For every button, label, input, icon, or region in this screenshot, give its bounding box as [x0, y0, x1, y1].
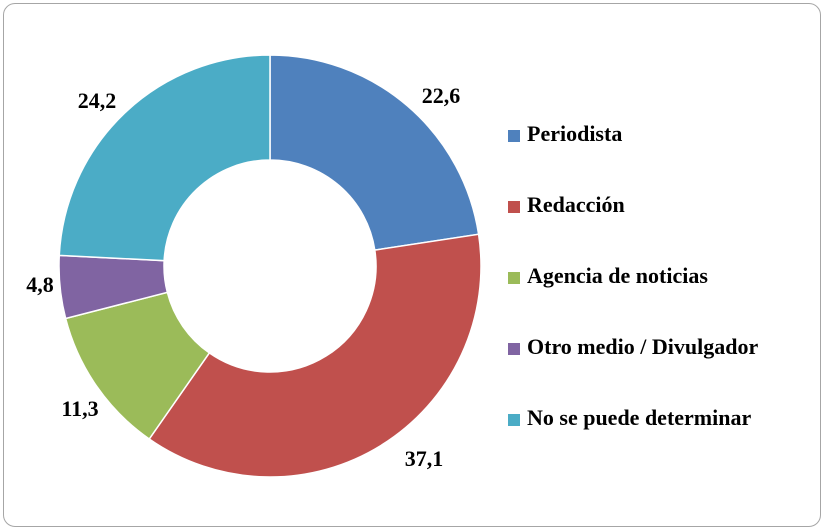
data-label-3: 11,3: [61, 396, 98, 421]
legend-label-2: Redacción: [527, 192, 625, 217]
data-label-4: 4,8: [26, 272, 54, 297]
donut-slice-2: [148, 233, 482, 478]
donut-slice-1: [269, 54, 480, 251]
data-label-2: 37,1: [405, 446, 444, 471]
legend-label-3: Agencia de noticias: [527, 263, 708, 288]
legend-swatch-3: [508, 272, 520, 284]
legend: Periodista Redacción Agencia de noticias Ot…: [508, 121, 758, 430]
legend-swatch-4: [508, 343, 520, 355]
legend-swatch-1: [508, 130, 520, 142]
legend-swatch-5: [508, 414, 520, 426]
donut-slices: [58, 54, 482, 478]
legend-label-5: No se puede determinar: [527, 405, 751, 430]
legend-label-1: Periodista: [527, 121, 622, 146]
legend-label-4: Otro medio / Divulgador: [527, 334, 758, 359]
data-labels: 22,6 37,1 11,3 4,8 24,2: [26, 83, 460, 471]
donut-slice-5: [58, 54, 271, 262]
data-label-1: 22,6: [422, 83, 461, 108]
legend-swatch-2: [508, 201, 520, 213]
data-label-5: 24,2: [78, 88, 117, 113]
